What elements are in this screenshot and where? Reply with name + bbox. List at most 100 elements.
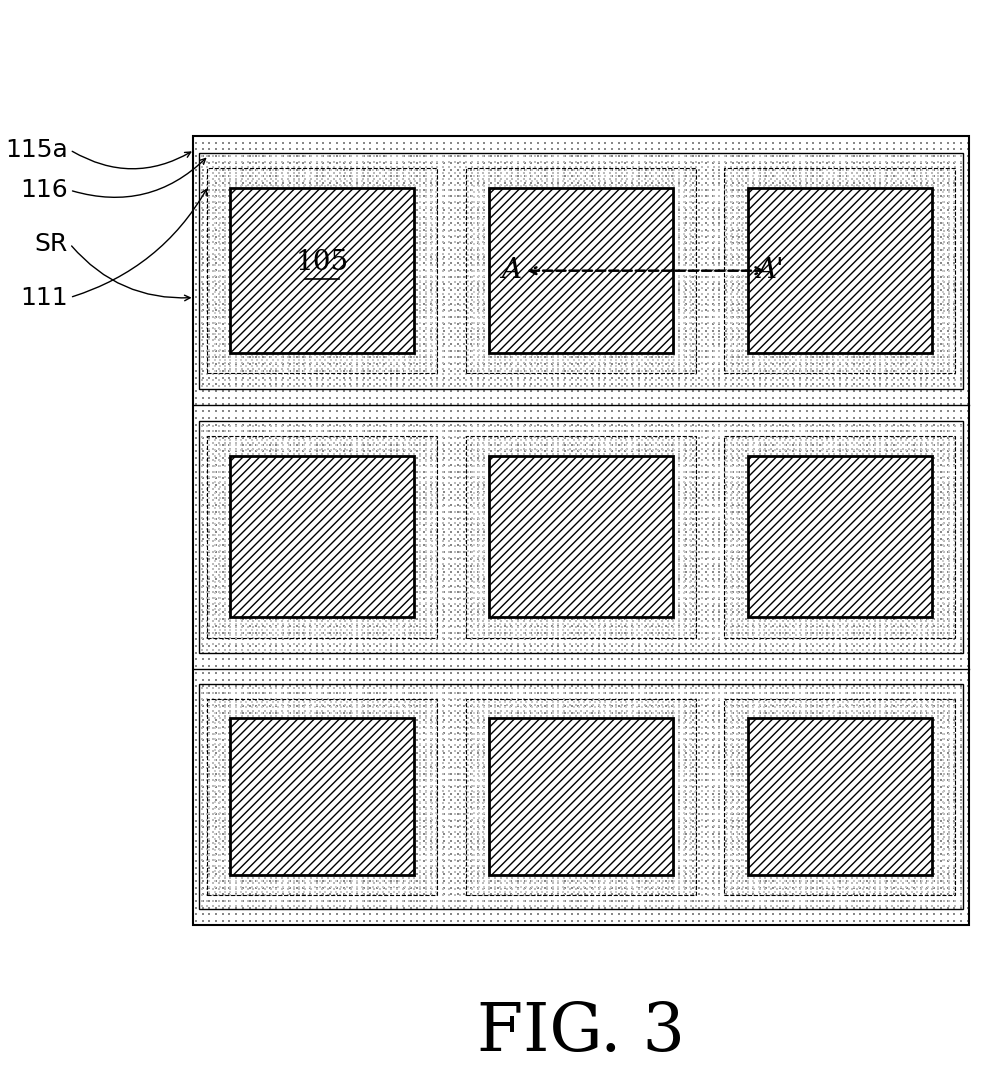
Point: [760, 627, 776, 644]
Point: [215, 564, 231, 581]
Point: [872, 422, 888, 440]
Point: [647, 817, 663, 834]
Point: [838, 483, 854, 501]
Point: [481, 883, 497, 900]
Point: [201, 879, 217, 896]
Point: [785, 799, 801, 817]
Point: [940, 468, 956, 485]
Point: [442, 557, 458, 574]
Point: [711, 630, 727, 647]
Point: [907, 630, 922, 647]
Point: [834, 627, 850, 644]
Point: [771, 315, 787, 332]
Point: [913, 610, 929, 628]
Point: [248, 275, 264, 292]
Point: [923, 359, 939, 377]
Point: [308, 483, 324, 501]
Point: [889, 445, 905, 463]
Point: [907, 204, 922, 222]
Point: [677, 617, 693, 634]
Point: [205, 337, 221, 354]
Point: [617, 765, 633, 782]
Point: [489, 536, 505, 554]
Point: [684, 222, 700, 239]
Point: [623, 457, 639, 475]
Point: [239, 251, 254, 268]
Point: [882, 178, 898, 195]
Point: [820, 279, 836, 296]
Point: [866, 251, 882, 268]
Point: [798, 624, 814, 642]
Point: [665, 247, 681, 264]
Point: [704, 752, 720, 769]
Point: [301, 167, 317, 185]
Point: [946, 851, 962, 869]
Point: [383, 296, 399, 314]
Point: [469, 319, 485, 337]
Point: [777, 610, 793, 628]
Point: [734, 641, 749, 658]
Point: [417, 452, 433, 469]
Point: [892, 363, 908, 380]
Point: [818, 456, 834, 473]
Point: [623, 792, 639, 809]
Point: [515, 371, 531, 389]
Point: [254, 859, 270, 876]
Point: [521, 771, 537, 788]
Point: [671, 278, 687, 295]
Point: [885, 832, 901, 849]
Point: [383, 595, 399, 613]
Point: [440, 719, 456, 736]
Point: [590, 148, 606, 165]
Point: [940, 595, 956, 613]
Point: [285, 147, 301, 164]
Point: [366, 475, 382, 492]
Point: [655, 479, 671, 496]
Point: [523, 799, 539, 817]
Point: [446, 766, 462, 783]
Point: [618, 635, 634, 653]
Point: [440, 641, 456, 658]
Point: [201, 883, 217, 900]
Point: [322, 188, 338, 205]
Point: [362, 631, 378, 648]
Point: [498, 326, 514, 343]
Point: [724, 584, 740, 602]
Point: [612, 437, 628, 454]
Point: [285, 748, 301, 766]
Point: [483, 382, 499, 400]
Point: [269, 573, 285, 591]
Point: [240, 799, 255, 817]
Point: [579, 526, 594, 543]
Point: [228, 443, 244, 460]
Point: [845, 341, 861, 358]
Point: [872, 863, 888, 881]
Point: [366, 239, 382, 256]
Point: [724, 329, 740, 346]
Point: [798, 308, 814, 326]
Point: [676, 274, 692, 291]
Point: [590, 463, 606, 480]
Point: [688, 630, 704, 647]
Point: [774, 515, 790, 532]
Point: [745, 698, 760, 716]
Point: [850, 315, 866, 332]
Point: [456, 262, 472, 279]
Point: [395, 291, 411, 308]
Point: [422, 725, 438, 743]
Point: [523, 698, 539, 716]
Point: [872, 799, 888, 817]
Point: [475, 199, 491, 216]
Point: [603, 463, 619, 480]
Point: [909, 573, 924, 591]
Point: [918, 382, 934, 400]
Point: [791, 719, 807, 736]
Point: [776, 173, 792, 190]
Point: [596, 779, 612, 796]
Point: [308, 874, 324, 892]
Point: [510, 657, 526, 674]
Point: [422, 431, 438, 449]
Point: [337, 759, 353, 776]
Point: [475, 204, 491, 222]
Point: [246, 428, 261, 445]
